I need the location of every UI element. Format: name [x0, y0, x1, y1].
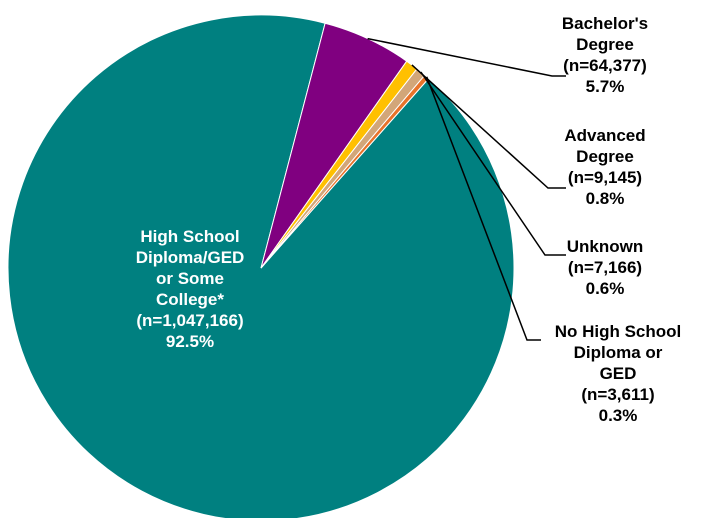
- slice-label-no-high-school: No High School Diploma or GED (n=3,611) …: [533, 321, 703, 426]
- slice-label-line: Unknown: [566, 237, 644, 256]
- slice-count: (n=7,166): [567, 258, 643, 277]
- slice-label-line: Diploma/GED: [135, 248, 245, 267]
- slice-count: (n=64,377): [563, 56, 647, 75]
- slice-label-line: Bachelor's: [561, 14, 649, 33]
- slice-count: (n=3,611): [581, 385, 655, 404]
- slice-count: (n=9,145): [567, 168, 643, 187]
- slice-percent: 0.3%: [598, 406, 638, 425]
- slice-label-line: High School: [140, 227, 240, 246]
- slice-percent: 0.6%: [585, 279, 625, 298]
- slice-label-line: College*: [155, 290, 225, 309]
- slice-label-bachelors: Bachelor's Degree (n=64,377) 5.7%: [540, 13, 670, 97]
- slice-label-unknown: Unknown (n=7,166) 0.6%: [545, 236, 665, 299]
- slice-label-line: No High School: [554, 322, 682, 341]
- slice-percent: 92.5%: [165, 332, 215, 351]
- slice-label-line: Degree: [576, 147, 634, 166]
- leader-line-unknown: [420, 71, 566, 256]
- slice-percent: 0.8%: [585, 189, 625, 208]
- slice-label-advanced: Advanced Degree (n=9,145) 0.8%: [545, 125, 665, 209]
- slice-label-line: Diploma or: [573, 343, 663, 362]
- slice-percent: 5.7%: [585, 77, 625, 96]
- slice-label-line: GED: [599, 364, 637, 383]
- slice-label-line: Advanced: [564, 126, 646, 145]
- leader-line-bachelors: [367, 37, 566, 77]
- slice-label-line: Degree: [576, 35, 634, 54]
- leader-line-no-high-school: [425, 76, 541, 341]
- pie-slices: [7, 14, 515, 518]
- leader-line-advanced: [411, 64, 566, 189]
- slice-label-line: or Some: [155, 269, 225, 288]
- slice-label-high-school: High School Diploma/GED or Some College*…: [95, 226, 285, 352]
- slice-count: (n=1,047,166): [136, 311, 244, 330]
- leader-lines: [367, 37, 566, 341]
